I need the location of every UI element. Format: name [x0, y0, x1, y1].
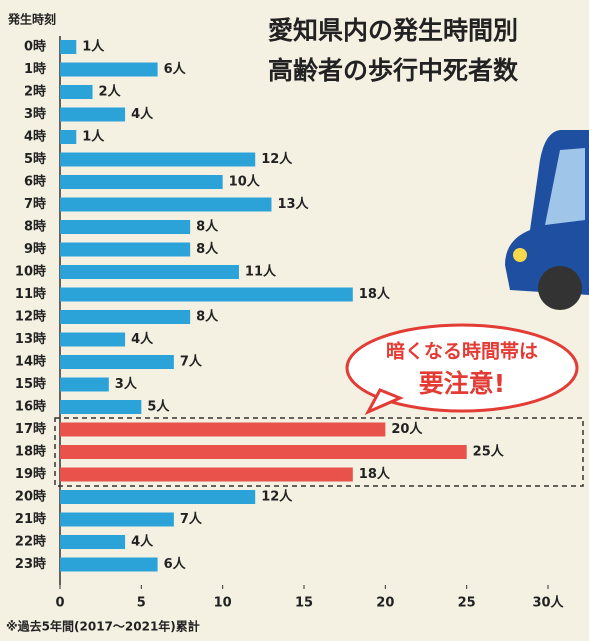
bar	[60, 153, 255, 167]
bar	[60, 243, 190, 257]
value-label: 25人	[473, 444, 505, 460]
bar	[60, 423, 385, 437]
value-label: 2人	[99, 84, 122, 100]
bar	[60, 378, 109, 392]
x-tick-label: 20	[376, 596, 394, 611]
bar	[60, 85, 93, 99]
value-label: 1人	[82, 39, 105, 55]
bar	[60, 445, 467, 459]
y-tick-label: 16時	[15, 399, 46, 415]
value-label: 8人	[196, 219, 219, 235]
y-tick-label: 20時	[15, 489, 46, 505]
y-tick-label: 1時	[24, 61, 46, 77]
bar	[60, 333, 125, 347]
page: 愛知県内の発生時間別 高齢者の歩行中死者数 発生時刻 暗くなる時間帯は 要注意!…	[0, 0, 589, 641]
bar	[60, 175, 223, 189]
y-tick-label: 5時	[24, 151, 46, 167]
bar	[60, 288, 353, 302]
value-label: 8人	[196, 241, 219, 257]
x-tick-label: 5	[137, 596, 146, 611]
value-label: 4人	[131, 534, 154, 550]
bar	[60, 108, 125, 122]
value-label: 18人	[359, 466, 391, 482]
x-tick-label: 0	[55, 596, 64, 611]
bar	[60, 40, 76, 54]
x-tick-label: 15	[295, 596, 313, 611]
y-tick-label: 9時	[24, 241, 46, 257]
bar	[60, 490, 255, 504]
y-tick-label: 21時	[15, 511, 46, 527]
y-tick-label: 22時	[15, 534, 46, 550]
value-label: 8人	[196, 309, 219, 325]
y-tick-label: 23時	[15, 556, 46, 572]
bar	[60, 535, 125, 549]
value-label: 10人	[229, 174, 261, 190]
value-label: 20人	[391, 421, 423, 437]
bar	[60, 513, 174, 527]
value-label: 4人	[131, 331, 154, 347]
callout: 暗くなる時間帯は 要注意!	[347, 325, 577, 412]
y-tick-label: 8時	[24, 219, 46, 235]
callout-text: 要注意!	[419, 369, 505, 398]
bar	[60, 130, 76, 144]
x-tick-label: 30人	[532, 595, 564, 611]
bar	[60, 265, 239, 279]
chart: 愛知県内の発生時間別 高齢者の歩行中死者数 発生時刻 暗くなる時間帯は 要注意!…	[0, 0, 589, 641]
value-label: 12人	[261, 151, 293, 167]
y-tick-label: 10時	[15, 264, 46, 280]
callout-text: 暗くなる時間帯は	[386, 340, 538, 363]
y-tick-label: 13時	[15, 331, 46, 347]
value-label: 13人	[277, 196, 309, 212]
value-label: 18人	[359, 286, 391, 302]
value-label: 3人	[115, 376, 138, 392]
bar	[60, 400, 141, 414]
bar	[60, 468, 353, 482]
value-label: 4人	[131, 106, 154, 122]
value-label: 1人	[82, 129, 105, 145]
bar	[60, 310, 190, 324]
y-tick-label: 6時	[24, 174, 46, 190]
value-label: 11人	[245, 264, 277, 280]
x-tick-label: 10	[214, 596, 232, 611]
y-tick-label: 18時	[15, 444, 46, 460]
bar	[60, 63, 158, 77]
y-tick-label: 0時	[24, 39, 46, 55]
value-label: 12人	[261, 489, 293, 505]
y-tick-label: 19時	[15, 466, 46, 482]
y-tick-label: 7時	[24, 196, 46, 212]
x-tick-label: 25	[458, 596, 476, 611]
bar	[60, 220, 190, 234]
bar	[60, 355, 174, 369]
y-tick-label: 15時	[15, 376, 46, 392]
y-tick-label: 11時	[15, 286, 46, 302]
y-tick-label: 12時	[15, 309, 46, 325]
y-tick-label: 2時	[24, 84, 46, 100]
y-tick-label: 4時	[24, 129, 46, 145]
value-label: 6人	[164, 556, 187, 572]
y-tick-label: 3時	[24, 106, 46, 122]
value-label: 7人	[180, 354, 203, 370]
y-tick-label: 14時	[15, 354, 46, 370]
value-label: 7人	[180, 511, 203, 527]
chart-title: 高齢者の歩行中死者数	[268, 56, 519, 85]
bar	[60, 558, 158, 572]
y-tick-label: 17時	[15, 421, 46, 437]
value-label: 5人	[147, 399, 170, 415]
chart-title: 愛知県内の発生時間別	[268, 16, 518, 45]
value-label: 6人	[164, 61, 187, 77]
y-axis-label: 発生時刻	[7, 12, 56, 27]
footnote: ※過去5年間(2017〜2021年)累計	[6, 619, 200, 634]
bar	[60, 198, 271, 212]
